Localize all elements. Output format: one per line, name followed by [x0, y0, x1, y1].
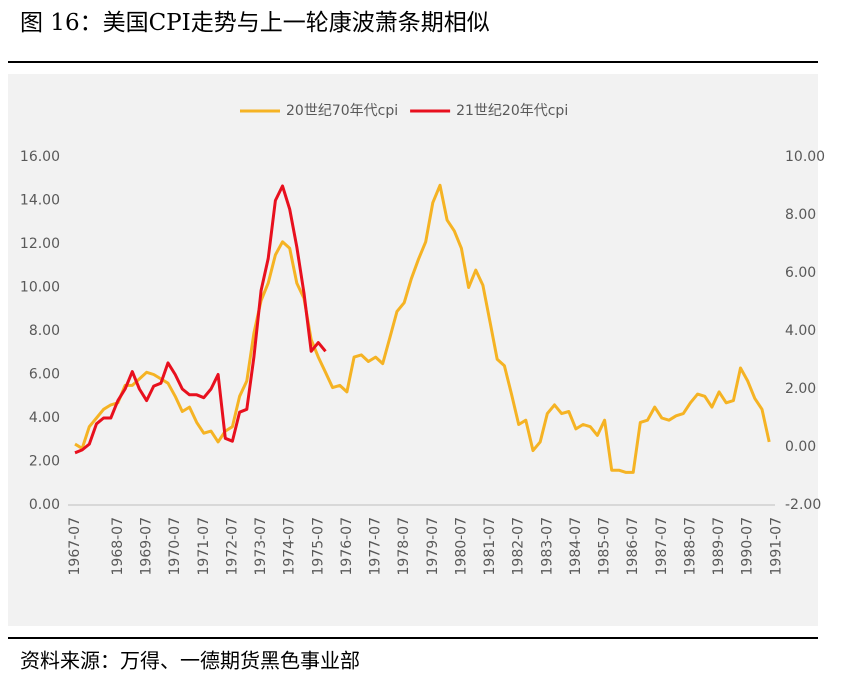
- x-tick-label: 1983-07: [539, 517, 555, 576]
- legend-label: 20世纪70年代cpi: [286, 103, 398, 119]
- y-tick-label: 8.00: [29, 323, 60, 339]
- x-tick-label: 1973-07: [253, 517, 269, 576]
- y-tick-label: 16.00: [20, 149, 60, 165]
- y2-tick-label: 8.00: [785, 207, 816, 223]
- x-tick-label: 1989-07: [711, 517, 727, 576]
- x-tick-label: 1987-07: [654, 517, 670, 576]
- series-line: [74, 183, 771, 474]
- x-tick-label: 1990-07: [740, 517, 756, 576]
- x-tick-label: 1970-07: [167, 517, 183, 576]
- y2-tick-label: 2.00: [785, 381, 816, 397]
- x-tick-label: 1976-07: [339, 517, 355, 576]
- source-note: 资料来源：万得、一德期货黑色事业部: [20, 649, 360, 673]
- chart-background: [8, 74, 818, 626]
- y2-tick-label: 10.00: [785, 149, 825, 165]
- y-tick-label: 4.00: [29, 410, 60, 426]
- x-tick-label: 1971-07: [196, 517, 212, 576]
- x-tick-label: 1979-07: [425, 517, 441, 576]
- x-tick-label: 1981-07: [482, 517, 498, 576]
- x-tick-label: 1967-07: [67, 517, 83, 576]
- legend-label: 21世纪20年代cpi: [456, 103, 568, 119]
- series-line: [74, 184, 327, 455]
- x-tick-label: 1978-07: [396, 517, 412, 576]
- x-tick-label: 1980-07: [453, 517, 469, 576]
- x-tick-label: 1985-07: [597, 517, 613, 576]
- x-tick-label: 1984-07: [568, 517, 584, 576]
- x-tick-label: 1975-07: [310, 517, 326, 576]
- y-tick-label: 0.00: [29, 497, 60, 513]
- figure-title: 图 16：美国CPI走势与上一轮康波萧条期相似: [20, 10, 490, 36]
- x-tick-label: 1969-07: [139, 517, 155, 576]
- y-tick-label: 14.00: [20, 193, 60, 209]
- x-tick-label: 1977-07: [368, 517, 384, 576]
- y-tick-label: 12.00: [20, 236, 60, 252]
- y2-tick-label: 0.00: [785, 439, 816, 455]
- y2-tick-label: 4.00: [785, 323, 816, 339]
- y-tick-label: 6.00: [29, 367, 60, 383]
- y2-tick-label: -2.00: [785, 497, 821, 513]
- x-tick-label: 1988-07: [682, 517, 698, 576]
- x-tick-label: 1986-07: [625, 517, 641, 576]
- plot: 0.00 2.00 4.00 6.00 8.00 10.00 12.00 14.00 16.00…: [20, 103, 825, 576]
- y-tick-label: 10.00: [20, 280, 60, 296]
- x-tick-label: 1982-07: [511, 517, 527, 576]
- y-tick-label: 2.00: [29, 454, 60, 470]
- y2-tick-label: 6.00: [785, 265, 816, 281]
- x-tick-label: 1972-07: [224, 517, 240, 576]
- x-tick-label: 1974-07: [282, 517, 298, 576]
- x-tick-label: 1968-07: [110, 517, 126, 576]
- x-tick-label: 1991-07: [768, 517, 784, 576]
